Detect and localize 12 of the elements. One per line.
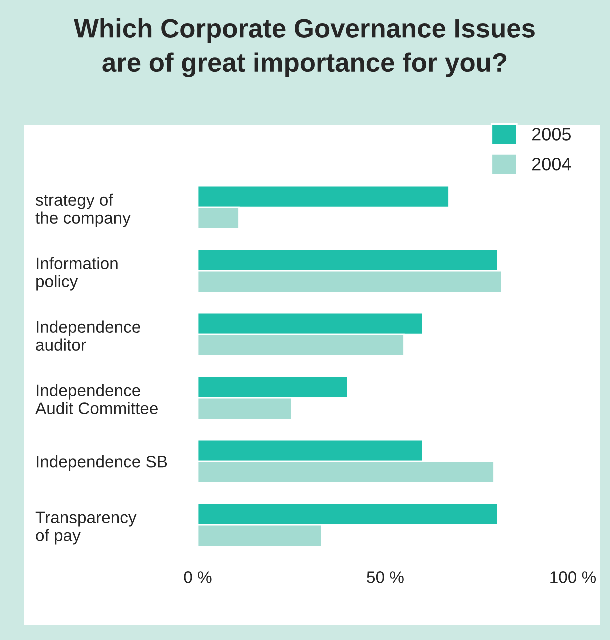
y-tick-label: Transparency of pay: [36, 512, 137, 545]
x-tick-label: 50 %: [367, 572, 404, 584]
chart-title: Which Corporate Governance Issues are of great importance for you?: [74, 18, 535, 78]
legend-label: 2004: [532, 158, 572, 171]
y-tick-label: strategy of the company: [36, 194, 131, 228]
y-tick-label: Independence auditor: [36, 320, 140, 351]
x-tick-label: 0 %: [184, 572, 212, 584]
y-tick-label: Information policy: [36, 257, 118, 291]
y-tick-label: Independence Audit Committee: [36, 384, 158, 414]
legend-label: 2005: [532, 128, 571, 141]
x-tick-label: 100 %: [550, 572, 596, 584]
y-tick-label: Independence SB: [37, 456, 168, 472]
